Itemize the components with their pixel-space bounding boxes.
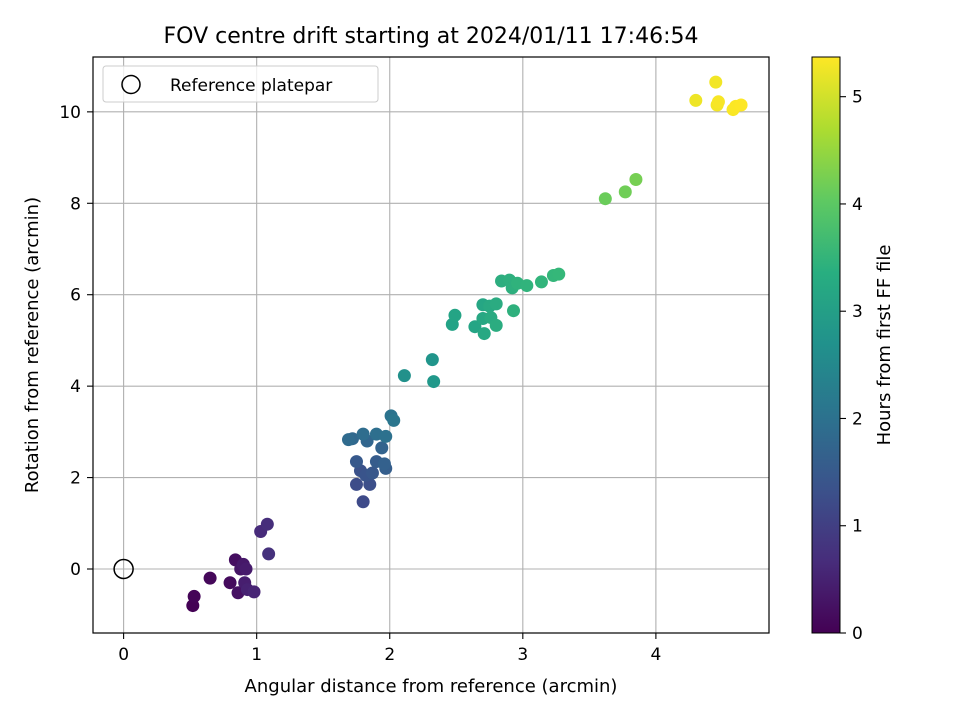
x-axis-label: Angular distance from reference (arcmin) (245, 676, 618, 697)
scatter-point (356, 427, 370, 441)
colorbar-tick-label: 4 (852, 195, 863, 215)
scatter-point (341, 433, 355, 447)
y-axis-label: Rotation from reference (arcmin) (22, 197, 43, 493)
scatter-point (448, 308, 462, 322)
colorbar: 0 1 2 3 4 5 Hours from first FF file (811, 56, 895, 644)
scatter-point (247, 585, 261, 599)
scatter-point (552, 267, 566, 281)
scatter-point (477, 327, 491, 341)
reference-layer (113, 558, 134, 580)
scatter-point (507, 304, 521, 318)
scatter-point (365, 466, 379, 480)
scatter-point (689, 93, 703, 107)
scatter-point (468, 320, 482, 334)
y-axis-ticks: 0 2 4 6 8 10 (59, 103, 93, 580)
x-tick-label: 4 (650, 645, 661, 665)
scatter-point (349, 455, 363, 469)
y-tick-label: 0 (70, 560, 81, 580)
scatter-point (711, 95, 725, 109)
y-tick-label: 2 (70, 469, 81, 489)
scatter-point (203, 571, 217, 585)
colorbar-ticks: 0 1 2 3 4 5 (840, 88, 863, 644)
scatter-point (425, 353, 439, 367)
scatter-point (734, 98, 748, 112)
x-tick-label: 2 (384, 645, 395, 665)
scatter-point (397, 369, 411, 383)
scatter-point (598, 192, 612, 206)
scatter-point (262, 547, 276, 561)
scatter-point (387, 413, 401, 427)
scatter-point (223, 576, 237, 590)
legend-reference-marker (121, 74, 141, 95)
scatter-point (356, 495, 370, 509)
legend-box (102, 65, 379, 103)
colorbar-tick-label: 5 (852, 88, 863, 108)
scatter-point (187, 589, 201, 603)
x-tick-label: 0 (118, 645, 129, 665)
scatter-point (427, 375, 441, 389)
grid-layer (93, 57, 769, 633)
y-tick-label: 4 (70, 377, 81, 397)
chart-title: FOV centre drift starting at 2024/01/11 … (164, 24, 699, 49)
x-tick-label: 3 (517, 645, 528, 665)
scatter-point (239, 562, 253, 576)
colorbar-tick-label: 3 (852, 302, 863, 322)
scatter-point (377, 457, 391, 471)
y-tick-label: 8 (70, 194, 81, 214)
colorbar-tick-label: 1 (852, 517, 863, 537)
scatter-point (349, 477, 363, 491)
scatter-point (489, 297, 503, 311)
colorbar-label: Hours from first FF file (874, 245, 895, 446)
points-layer (186, 75, 748, 613)
colorbar-gradient (811, 56, 841, 634)
colorbar-tick-label: 0 (852, 624, 863, 644)
scatter-point (520, 279, 534, 293)
scatter-point (260, 517, 274, 531)
x-axis-ticks: 0 1 2 3 4 (118, 633, 661, 665)
y-tick-label: 6 (70, 286, 81, 306)
scatter-point (375, 441, 389, 455)
plot-frame (92, 56, 770, 634)
x-tick-label: 1 (251, 645, 262, 665)
scatter-point (489, 318, 503, 332)
legend-reference-label: Reference platepar (170, 76, 332, 96)
reference-point-marker (113, 558, 134, 580)
scatter-point (379, 429, 393, 443)
colorbar-tick-label: 2 (852, 409, 863, 429)
legend: Reference platepar (102, 65, 379, 103)
scatter-point (534, 275, 548, 289)
scatter-point (629, 173, 643, 187)
scatter-point (709, 75, 723, 89)
y-tick-label: 10 (59, 103, 81, 123)
scatter-point (618, 185, 632, 199)
